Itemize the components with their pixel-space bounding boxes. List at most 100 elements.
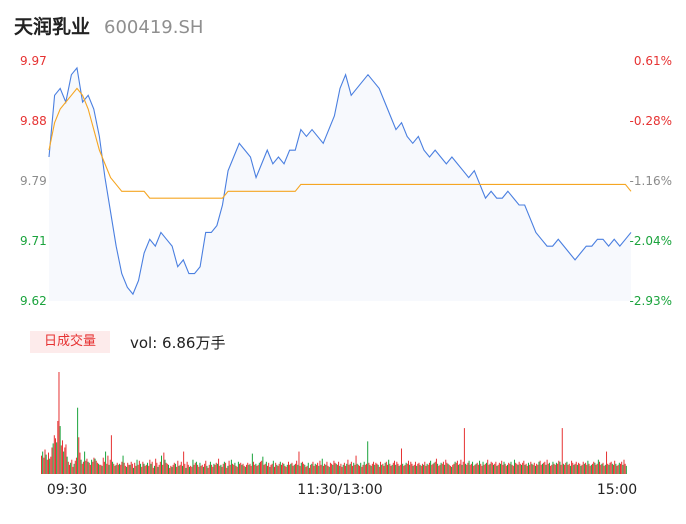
- volume-bar: [527, 462, 529, 474]
- volume-bar: [366, 463, 368, 474]
- volume-bar: [121, 461, 123, 474]
- volume-bar: [523, 460, 525, 474]
- volume-bar: [214, 464, 216, 474]
- volume-bar: [469, 464, 471, 474]
- volume-bar: [246, 464, 248, 474]
- volume-bar: [87, 461, 89, 474]
- volume-bar: [378, 466, 380, 474]
- volume-bar: [144, 465, 146, 474]
- volume-bar: [446, 462, 448, 474]
- volume-bar: [61, 440, 63, 474]
- volume-bar: [610, 461, 612, 474]
- volume-bar: [314, 463, 316, 474]
- volume-bar: [126, 466, 128, 474]
- volume-bar: [116, 462, 118, 474]
- volume-bar: [311, 463, 313, 474]
- volume-bar: [129, 464, 131, 474]
- volume-bar: [110, 435, 112, 474]
- volume-bar: [590, 464, 592, 474]
- volume-bar: [250, 465, 252, 474]
- volume-bar: [489, 463, 491, 474]
- volume-bar: [284, 465, 286, 474]
- volume-bar: [385, 461, 387, 474]
- daily-volume-button[interactable]: 日成交量: [30, 331, 110, 353]
- volume-bar: [158, 464, 160, 474]
- volume-bar: [455, 462, 457, 474]
- volume-bar: [606, 451, 608, 474]
- volume-bar: [541, 463, 543, 474]
- volume-bar: [349, 463, 351, 474]
- volume-bar: [53, 435, 55, 474]
- volume-bar: [75, 457, 77, 474]
- volume-bar: [416, 465, 418, 474]
- volume-bar: [601, 463, 603, 474]
- volume-bar: [101, 465, 103, 474]
- volume-bar: [187, 464, 189, 474]
- volume-bar: [85, 460, 87, 474]
- volume-bar: [43, 457, 45, 474]
- volume-bar: [380, 461, 382, 474]
- volume-bar: [352, 465, 354, 474]
- volume-bar: [58, 372, 60, 474]
- volume-bar: [91, 459, 93, 474]
- volume-bar: [402, 463, 404, 474]
- volume-bar: [383, 465, 385, 474]
- volume-bar: [350, 461, 352, 474]
- volume-bar: [190, 465, 192, 474]
- volume-bar: [498, 462, 500, 474]
- volume-bar: [526, 465, 528, 474]
- volume-bar: [155, 458, 157, 474]
- volume-bar: [324, 463, 326, 474]
- volume-bar: [70, 462, 72, 474]
- volume-bar: [278, 463, 280, 474]
- volume-bar: [141, 466, 143, 474]
- volume-bar: [428, 462, 430, 474]
- volume-bar: [625, 465, 627, 474]
- volume-bar: [79, 452, 81, 474]
- volume-bar: [477, 464, 479, 474]
- volume-bar: [169, 467, 171, 474]
- volume-bar: [142, 461, 144, 474]
- volume-bar: [131, 463, 133, 474]
- volume-bar: [184, 463, 186, 474]
- volume-bar: [529, 464, 531, 474]
- volume-bar: [120, 464, 122, 474]
- volume-bar: [204, 463, 206, 474]
- stock-header: 天润乳业 600419.SH: [14, 12, 203, 40]
- time-tick-label: 11:30/13:00: [297, 482, 382, 498]
- volume-bar: [81, 463, 83, 474]
- volume-bar: [80, 459, 82, 474]
- volume-bar: [615, 463, 617, 474]
- volume-bar: [233, 464, 235, 474]
- volume-bar: [320, 464, 322, 474]
- volume-bar: [453, 463, 455, 474]
- volume-bar: [268, 462, 270, 474]
- volume-bar: [303, 463, 305, 474]
- volume-bar: [119, 463, 121, 474]
- volume-bar: [136, 459, 138, 474]
- volume-bar: [230, 459, 232, 474]
- volume-bar: [390, 465, 392, 474]
- volume-bar: [194, 462, 196, 474]
- volume-bar: [206, 465, 208, 474]
- volume-bar: [331, 463, 333, 474]
- volume-bar: [374, 464, 376, 474]
- volume-bar: [348, 464, 350, 474]
- volume-bar: [147, 462, 149, 474]
- volume-bar: [467, 462, 469, 474]
- pct-tick-label: -2.93%: [630, 294, 672, 308]
- volume-bar: [463, 428, 465, 474]
- volume-bar: [113, 463, 115, 474]
- volume-bar: [343, 462, 345, 474]
- volume-bar: [391, 464, 393, 474]
- volume-bar: [167, 464, 169, 474]
- volume-bar: [419, 464, 421, 474]
- volume-bar: [222, 463, 224, 474]
- volume-bar: [387, 464, 389, 474]
- volume-bar: [583, 463, 585, 474]
- volume-bar: [286, 464, 288, 474]
- volume-bar: [188, 466, 190, 474]
- volume-bar: [307, 462, 309, 474]
- volume-bar: [445, 459, 447, 474]
- price-line: [48, 66, 632, 296]
